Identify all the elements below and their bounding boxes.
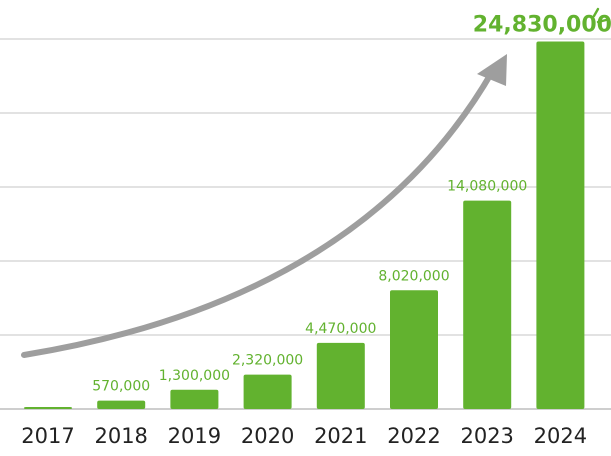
- trend-arrow-head: [477, 54, 507, 86]
- value-label-2023: 14,080,000: [447, 179, 527, 195]
- value-label-2021: 4,470,000: [305, 321, 376, 337]
- bar-2021: [316, 342, 365, 409]
- sparkle-stroke: [596, 18, 608, 24]
- bar-2024: [536, 41, 585, 410]
- value-label-2019: 1,300,000: [159, 368, 230, 384]
- category-labels: 2017 2018 2019 2020 2021 2022 2023 2024: [21, 424, 587, 448]
- category-label-2020: 2020: [241, 424, 294, 448]
- category-label-2017: 2017: [21, 424, 74, 448]
- bar-2017: [24, 407, 72, 409]
- bar-2018: [97, 400, 146, 409]
- trend-arrow-line: [21, 69, 495, 358]
- category-label-2019: 2019: [168, 424, 221, 448]
- category-label-2024: 2024: [534, 424, 587, 448]
- sparkle-icon: [592, 7, 608, 24]
- trend-arrow: [21, 54, 507, 358]
- value-label-2024: 24,830,000: [473, 13, 611, 38]
- bar-2019: [170, 389, 219, 409]
- value-label-2022: 8,020,000: [378, 268, 449, 284]
- bar-2020: [243, 374, 292, 409]
- category-label-2022: 2022: [387, 424, 440, 448]
- category-label-2018: 2018: [94, 424, 147, 448]
- bar-2022: [390, 290, 438, 409]
- category-label-2021: 2021: [314, 424, 367, 448]
- value-label-2020: 2,320,000: [232, 353, 303, 369]
- bar-2023: [463, 200, 512, 409]
- gridlines: [0, 38, 611, 410]
- sparkle-stroke: [592, 7, 600, 18]
- category-label-2023: 2023: [460, 424, 513, 448]
- bars: [24, 41, 585, 410]
- value-label-2018: 570,000: [92, 379, 150, 395]
